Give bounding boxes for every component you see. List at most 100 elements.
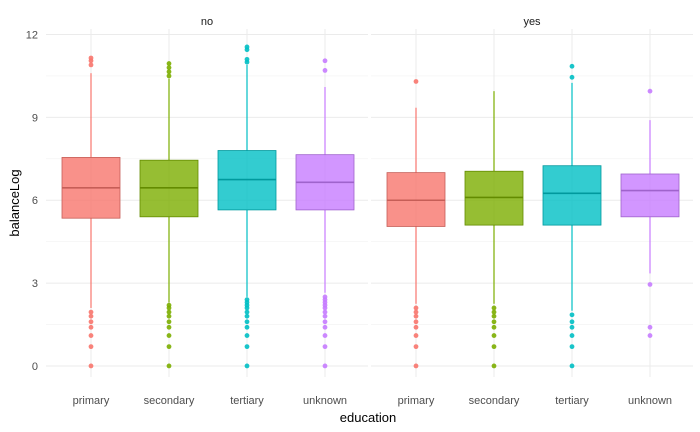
- facet-strip-label: yes: [523, 16, 541, 28]
- outlier-point: [491, 305, 497, 311]
- outlier-point: [322, 333, 328, 338]
- x-tick-label: secondary: [144, 395, 195, 407]
- outlier-point: [569, 319, 575, 325]
- x-tick-label: unknown: [303, 395, 347, 407]
- outlier-point: [166, 309, 172, 315]
- outlier-point: [491, 333, 497, 338]
- box-iqr: [542, 165, 602, 226]
- x-tick-label: primary: [398, 395, 435, 407]
- outlier-point: [166, 313, 172, 319]
- outlier-point: [322, 58, 328, 64]
- outlier-point: [88, 333, 94, 338]
- outlier-point: [322, 313, 328, 319]
- outlier-point: [322, 324, 328, 330]
- outlier-point: [166, 344, 172, 350]
- outlier-point: [491, 324, 497, 330]
- outlier-point: [322, 294, 328, 300]
- y-axis: 0 3 6 9 12: [26, 30, 38, 373]
- facet-strip-label: no: [201, 16, 213, 28]
- outlier-point: [413, 319, 419, 325]
- outlier-point: [244, 313, 250, 319]
- box-unknown: [620, 88, 680, 338]
- outlier-point: [491, 309, 497, 315]
- x-tick-label: secondary: [469, 395, 520, 407]
- outlier-point: [569, 324, 575, 330]
- outlier-point: [88, 344, 94, 350]
- box-tertiary: [217, 44, 277, 369]
- box-secondary: [464, 91, 524, 369]
- outlier-point: [88, 363, 94, 369]
- outlier-point: [413, 79, 419, 84]
- y-tick-label: 12: [26, 30, 38, 42]
- outlier-point: [166, 319, 172, 325]
- outlier-point: [413, 333, 419, 338]
- outlier-point: [413, 363, 419, 369]
- outlier-point: [166, 69, 172, 75]
- outlier-point: [244, 297, 250, 303]
- outlier-point: [491, 344, 497, 350]
- box-primary: [61, 55, 121, 369]
- outlier-point: [322, 319, 328, 325]
- y-tick-label: 6: [32, 195, 38, 207]
- y-tick-label: 9: [32, 112, 38, 124]
- outlier-point: [413, 313, 419, 319]
- x-tick-label: unknown: [628, 395, 672, 407]
- box-iqr: [620, 173, 680, 218]
- box-tertiary: [542, 63, 602, 369]
- outlier-point: [244, 363, 250, 369]
- outlier-point: [413, 309, 419, 315]
- outlier-point: [244, 333, 250, 338]
- outlier-point: [491, 363, 497, 369]
- outlier-point: [88, 319, 94, 325]
- outlier-point: [647, 324, 653, 330]
- outlier-point: [88, 324, 94, 330]
- outlier-point: [322, 68, 328, 73]
- outlier-point: [569, 312, 575, 318]
- facet-panel-yes: yes: [371, 16, 693, 377]
- outlier-point: [88, 55, 94, 61]
- box-secondary: [139, 61, 199, 369]
- outlier-point: [166, 65, 172, 71]
- x-tick-label: primary: [73, 395, 110, 407]
- x-tick-label: tertiary: [555, 395, 589, 407]
- outlier-point: [569, 363, 575, 369]
- outlier-point: [569, 74, 575, 80]
- outlier-point: [88, 62, 94, 68]
- outlier-point: [569, 63, 575, 69]
- outlier-point: [491, 319, 497, 325]
- facet-panel-no: no: [46, 16, 368, 377]
- outlier-point: [166, 324, 172, 330]
- outlier-point: [166, 61, 172, 66]
- outlier-point: [569, 333, 575, 338]
- x-axis: primary secondary tertiary unknown primary se…: [73, 395, 672, 407]
- outlier-point: [166, 73, 172, 79]
- box-primary: [386, 79, 446, 369]
- x-axis-title: education: [340, 410, 396, 425]
- outlier-point: [322, 344, 328, 350]
- facet-panels: no yes: [46, 16, 693, 377]
- outlier-point: [244, 56, 250, 62]
- y-tick-label: 3: [32, 278, 38, 290]
- x-tick-label: tertiary: [230, 395, 264, 407]
- outlier-point: [413, 305, 419, 311]
- outlier-point: [322, 309, 328, 315]
- box-unknown: [295, 58, 355, 369]
- y-tick-label: 0: [32, 361, 38, 373]
- outlier-point: [413, 344, 419, 350]
- outlier-point: [244, 319, 250, 325]
- outlier-point: [647, 282, 653, 287]
- outlier-point: [166, 363, 172, 369]
- outlier-point: [88, 313, 94, 319]
- outlier-point: [569, 344, 575, 350]
- outlier-point: [244, 44, 250, 50]
- outlier-point: [647, 88, 653, 94]
- outlier-point: [413, 324, 419, 330]
- outlier-point: [88, 309, 94, 315]
- outlier-point: [244, 309, 250, 315]
- outlier-point: [322, 363, 328, 369]
- outlier-point: [491, 313, 497, 319]
- outlier-point: [166, 333, 172, 338]
- outlier-point: [166, 302, 172, 308]
- outlier-point: [244, 344, 250, 350]
